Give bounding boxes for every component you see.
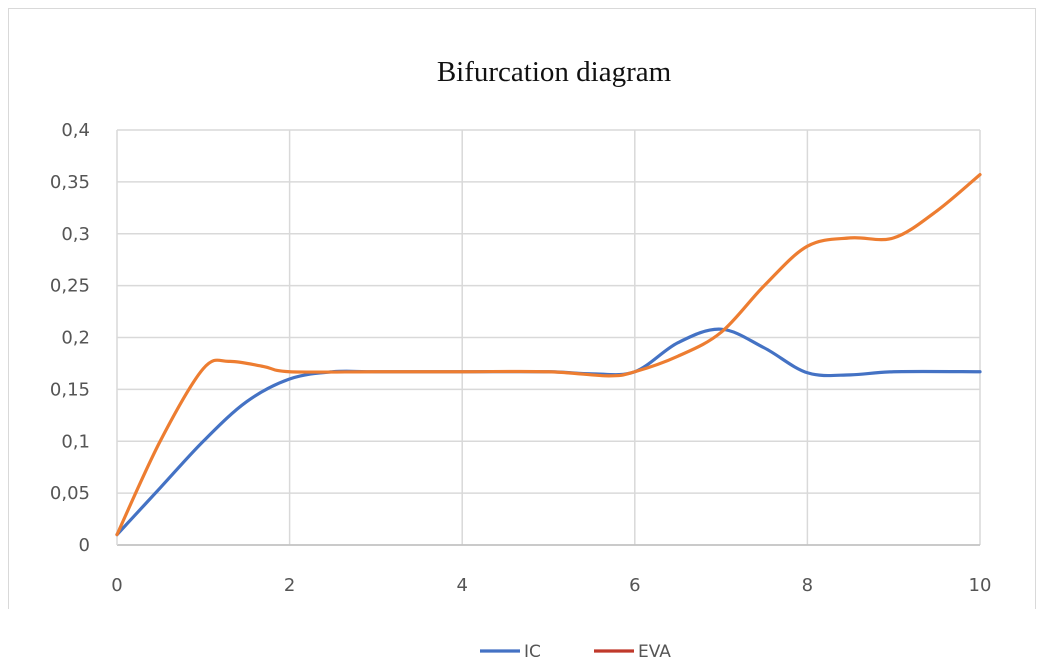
chart-title: Bifurcation diagram — [437, 56, 672, 88]
y-tick-label: 0,2 — [61, 328, 90, 349]
legend: IC EVA — [480, 642, 671, 662]
x-tick-label: 4 — [456, 575, 467, 596]
x-tick-label: 2 — [284, 575, 295, 596]
grid — [117, 129, 981, 546]
x-tick-label: 10 — [969, 575, 992, 596]
x-tick-label: 8 — [802, 575, 813, 596]
series-line-eva — [115, 173, 982, 537]
y-tick-label: 0 — [79, 535, 90, 556]
chart-frame — [8, 8, 1036, 609]
x-tick-label: 0 — [111, 575, 122, 596]
legend-label-eva: EVA — [638, 642, 671, 662]
y-tick-label: 0,05 — [50, 483, 90, 504]
series-layer — [115, 173, 982, 537]
y-tick-label: 0,35 — [50, 172, 90, 193]
y-tick-label: 0,4 — [61, 120, 90, 141]
y-tick-label: 0,3 — [61, 224, 90, 245]
y-tick-label: 0,1 — [61, 431, 90, 452]
x-tick-label: 6 — [629, 575, 640, 596]
legend-label-ic: IC — [524, 642, 541, 662]
axes: 0 0,05 0,1 0,15 0,2 0,25 0,3 0,35 0,4 0 2 4 6 8 10 — [50, 120, 992, 596]
y-tick-label: 0,15 — [50, 379, 90, 400]
y-tick-label: 0,25 — [50, 276, 90, 297]
series-line-ic — [115, 327, 982, 537]
